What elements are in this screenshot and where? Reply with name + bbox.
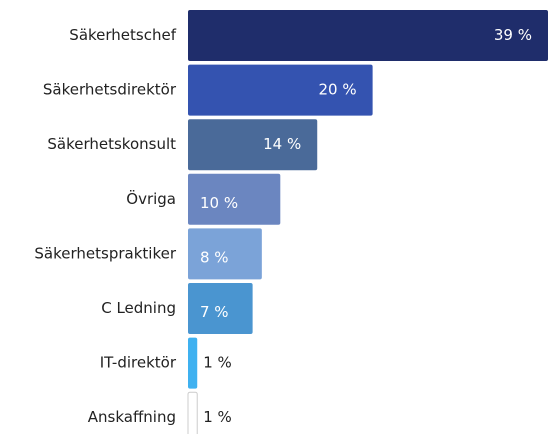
value-label: 8 % — [200, 248, 229, 266]
value-label: 1 % — [203, 408, 232, 426]
category-label: Säkerhetskonsult — [47, 135, 176, 153]
value-label: 10 % — [200, 194, 238, 212]
category-label: IT-direktör — [100, 354, 177, 372]
category-label: Säkerhetspraktiker — [34, 244, 176, 262]
bar — [188, 119, 318, 171]
category-label: Säkerhetschef — [69, 26, 176, 44]
category-label: C Ledning — [101, 299, 176, 317]
value-label: 14 % — [263, 135, 301, 153]
category-label: Säkerhetsdirektör — [43, 81, 177, 99]
bar — [188, 337, 198, 389]
value-label: 1 % — [203, 354, 232, 372]
value-label: 20 % — [319, 81, 357, 99]
bar — [188, 173, 281, 225]
category-label: Övriga — [126, 189, 176, 208]
bar — [188, 283, 253, 334]
bar — [188, 64, 373, 116]
bar — [188, 10, 548, 61]
bar — [187, 391, 198, 434]
value-label: 7 % — [200, 303, 229, 321]
bar — [188, 228, 262, 280]
category-label: Anskaffning — [88, 408, 176, 426]
value-label: 39 % — [494, 26, 532, 44]
